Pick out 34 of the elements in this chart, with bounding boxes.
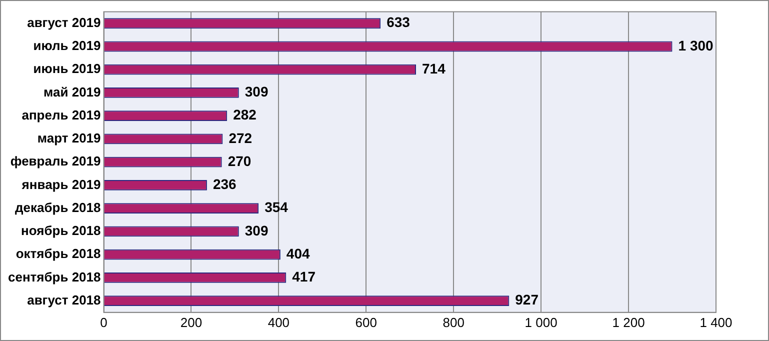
data-label: 633 bbox=[386, 14, 410, 30]
y-tick-label: апрель 2019 bbox=[22, 107, 101, 122]
data-label: 309 bbox=[244, 222, 268, 238]
x-tick-label: 800 bbox=[442, 314, 464, 330]
y-tick-label: май 2019 bbox=[44, 84, 101, 100]
x-tick-label: 400 bbox=[268, 314, 290, 330]
data-label: 270 bbox=[228, 152, 252, 169]
x-tick-label: 1 400 bbox=[700, 314, 732, 330]
y-tick-label: ноябрь 2018 bbox=[21, 223, 101, 238]
data-label: 1 300 bbox=[678, 37, 714, 54]
y-tick-label: август 2018 bbox=[27, 292, 101, 308]
y-tick-label: февраль 2019 bbox=[10, 154, 101, 169]
y-tick-label: март 2019 bbox=[37, 130, 101, 146]
data-label: 282 bbox=[233, 106, 257, 123]
x-tick-label: 0 bbox=[100, 314, 108, 330]
x-tick-label: 1 200 bbox=[612, 314, 645, 330]
x-tick-label: 600 bbox=[355, 314, 377, 330]
y-tick-label: июнь 2019 bbox=[33, 61, 101, 76]
y-tick-label: август 2019 bbox=[27, 14, 101, 30]
data-label: 417 bbox=[292, 268, 316, 285]
data-label: 927 bbox=[515, 292, 539, 308]
data-label: 309 bbox=[244, 84, 268, 100]
x-tick-label: 1 000 bbox=[524, 314, 558, 330]
y-tick-label: сентябрь 2018 bbox=[8, 269, 101, 284]
data-label: 272 bbox=[228, 130, 252, 146]
y-tick-label: январь 2019 bbox=[22, 176, 101, 192]
x-tick-label: 200 bbox=[180, 314, 202, 330]
data-label: 354 bbox=[264, 199, 288, 216]
y-tick-label: октябрь 2018 bbox=[16, 246, 101, 262]
y-tick-label: июль 2019 bbox=[33, 38, 101, 54]
data-label: 404 bbox=[286, 245, 310, 262]
data-label: 714 bbox=[422, 60, 446, 76]
data-label: 236 bbox=[212, 176, 237, 192]
y-tick-label: декабрь 2018 bbox=[15, 200, 101, 215]
